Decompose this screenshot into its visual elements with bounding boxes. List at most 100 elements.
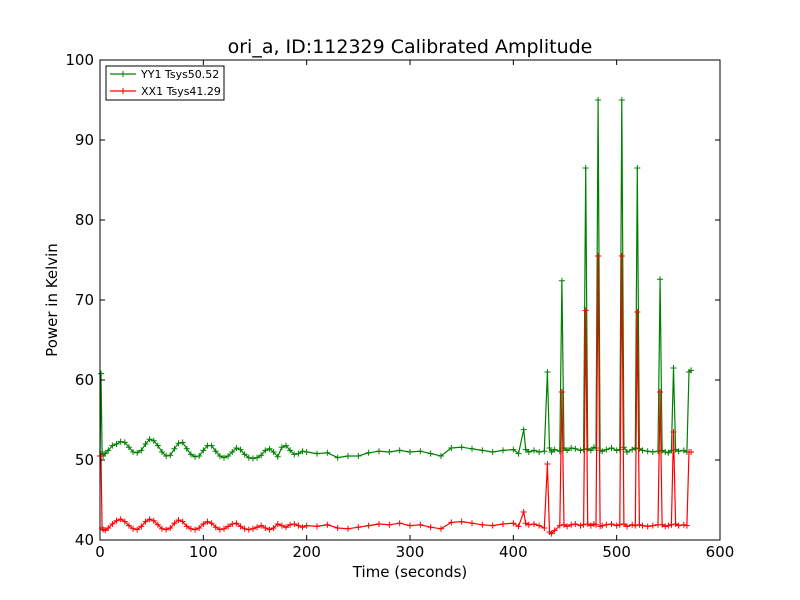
data-point	[154, 521, 161, 528]
data-point	[287, 521, 294, 528]
data-point	[644, 523, 651, 530]
data-point	[500, 521, 506, 527]
data-point	[291, 451, 298, 458]
data-point	[546, 445, 553, 451]
data-point	[324, 521, 331, 528]
data-point	[556, 522, 563, 529]
data-point	[520, 426, 527, 433]
legend: YY1 Tsys50.52 XX1 Tsys41.29	[105, 65, 225, 101]
data-point	[113, 441, 120, 447]
data-point	[386, 521, 393, 528]
data-point	[577, 447, 584, 454]
data-point	[154, 442, 161, 449]
plot-area	[97, 97, 695, 537]
y-tick-label: 80	[75, 211, 94, 229]
data-point	[345, 453, 351, 459]
data-point	[175, 517, 182, 523]
data-point	[672, 521, 679, 527]
data-point	[163, 453, 170, 459]
data-point	[556, 448, 563, 455]
legend-marker	[120, 71, 126, 77]
data-point	[125, 522, 132, 529]
data-point	[649, 449, 656, 455]
data-point	[303, 522, 310, 529]
data-point	[376, 448, 382, 455]
data-point	[113, 517, 120, 524]
x-tick-label: 600	[706, 543, 735, 561]
data-point	[204, 518, 211, 525]
y-tick-label: 100	[65, 51, 94, 69]
data-point	[655, 448, 661, 455]
data-point	[603, 446, 610, 453]
data-point	[396, 447, 403, 454]
series-line	[99, 99, 692, 460]
data-point	[229, 521, 236, 527]
data-point	[515, 523, 522, 530]
x-tick-label: 200	[292, 543, 321, 561]
data-point	[175, 440, 182, 447]
data-point	[438, 453, 444, 459]
data-point	[675, 448, 682, 455]
data-point	[254, 524, 261, 531]
series-line	[100, 255, 692, 535]
data-point	[599, 448, 606, 455]
data-point	[558, 277, 565, 284]
data-point	[577, 522, 584, 529]
data-point	[212, 524, 219, 531]
data-point	[183, 445, 190, 452]
data-point	[365, 449, 372, 456]
data-point	[688, 367, 695, 374]
data-point	[584, 445, 591, 452]
data-point	[665, 449, 672, 456]
data-point	[241, 525, 248, 532]
data-point	[376, 521, 382, 527]
data-point	[146, 516, 153, 523]
data-point	[245, 526, 252, 533]
data-point	[102, 527, 109, 534]
data-point	[216, 526, 223, 533]
data-point	[548, 449, 555, 455]
x-tick-label: 100	[189, 543, 218, 561]
data-point	[479, 447, 486, 454]
data-point	[680, 521, 687, 528]
x-tick-label: 0	[95, 543, 105, 561]
data-point	[510, 446, 517, 453]
data-point	[142, 441, 149, 447]
data-point	[536, 522, 543, 529]
data-point	[560, 445, 567, 451]
data-point	[618, 97, 625, 103]
data-point	[291, 521, 298, 527]
data-point	[121, 518, 128, 525]
data-point	[629, 521, 636, 528]
data-point	[102, 450, 109, 457]
data-point	[624, 523, 630, 530]
data-point	[659, 447, 666, 454]
data-point	[314, 523, 320, 530]
data-point	[427, 524, 434, 531]
data-point	[179, 518, 186, 525]
legend-label: YY1 Tsys50.52	[140, 68, 219, 81]
data-point	[208, 520, 215, 527]
data-point	[438, 525, 444, 532]
data-point	[522, 446, 529, 453]
data-point	[541, 448, 548, 455]
data-point	[266, 445, 273, 452]
x-tick-label: 400	[499, 543, 528, 561]
data-point	[283, 524, 289, 531]
data-point	[670, 365, 677, 371]
data-point	[274, 453, 281, 460]
data-point	[469, 445, 475, 452]
data-point	[500, 447, 506, 454]
data-point	[270, 525, 277, 531]
data-point	[608, 445, 615, 451]
data-point	[520, 509, 527, 515]
data-point	[221, 525, 227, 532]
data-point	[121, 439, 128, 446]
data-point	[192, 453, 199, 460]
data-point	[130, 525, 137, 532]
data-point	[150, 437, 157, 444]
data-point	[560, 521, 567, 528]
data-point	[138, 523, 145, 530]
data-point	[225, 523, 232, 530]
